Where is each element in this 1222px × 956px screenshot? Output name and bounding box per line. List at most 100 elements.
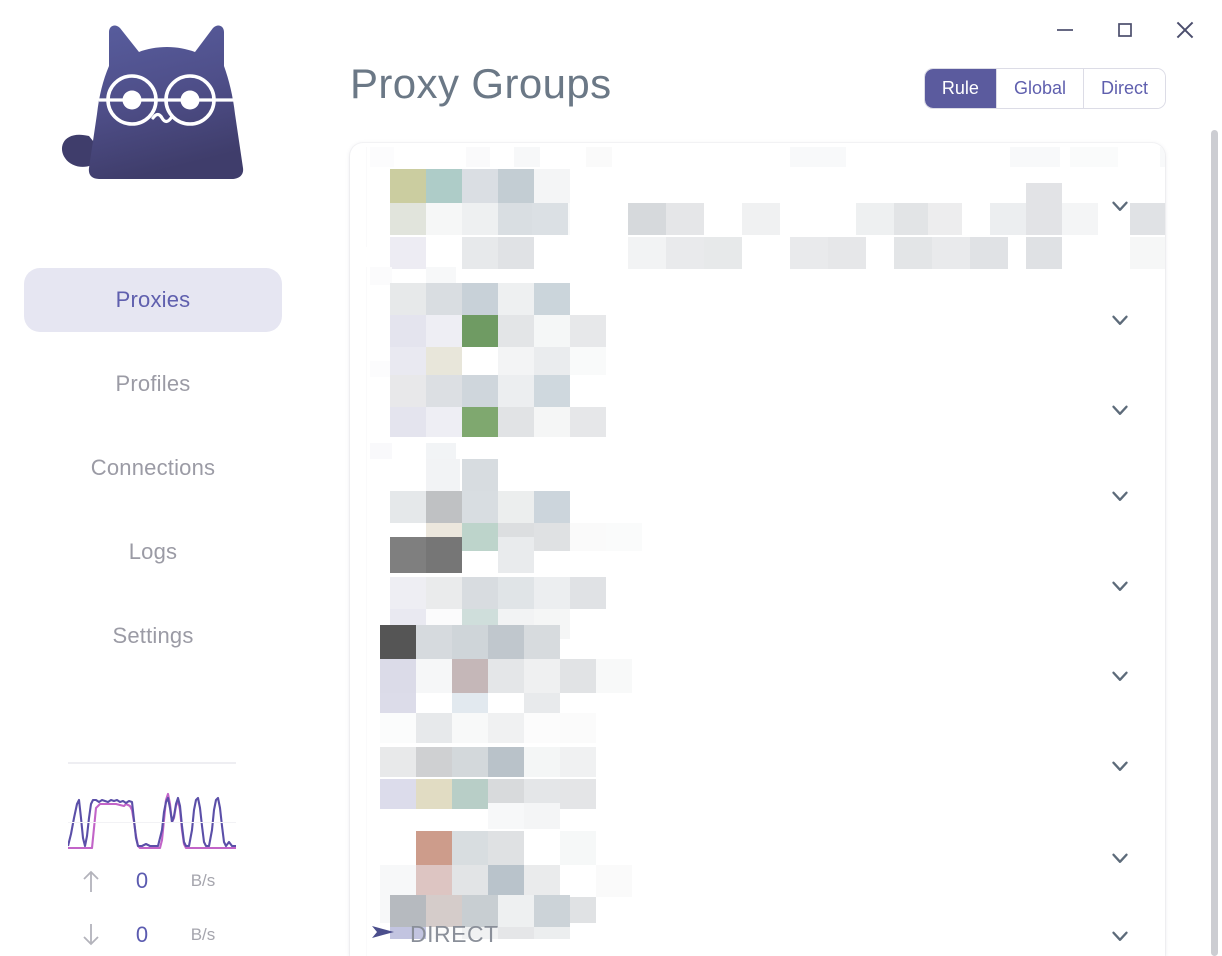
redacted-group-name	[370, 443, 1160, 551]
sidebar-item-settings[interactable]: Settings	[24, 604, 282, 668]
proxy-group-row[interactable]	[350, 267, 1165, 375]
proxy-group-row[interactable]	[350, 621, 1165, 723]
mosaic-block	[524, 747, 560, 777]
mosaic-block	[416, 865, 452, 897]
download-rate-row: 0 B/s	[68, 908, 236, 956]
proxy-group-row[interactable]	[350, 803, 1165, 923]
chevron-down-icon[interactable]	[1107, 923, 1133, 949]
mosaic-block	[570, 577, 606, 609]
chevron-down-icon[interactable]	[1107, 307, 1133, 333]
close-button[interactable]	[1166, 12, 1204, 48]
arrow-up-icon	[68, 868, 114, 894]
proxy-group-row[interactable]	[350, 713, 1165, 809]
mosaic-block	[742, 203, 780, 235]
mosaic-block	[452, 779, 488, 809]
mosaic-block	[514, 147, 540, 167]
sidebar-item-label: Connections	[90, 455, 216, 480]
maximize-button[interactable]	[1106, 12, 1144, 48]
mosaic-block	[462, 927, 498, 939]
mosaic-block	[466, 147, 490, 167]
mosaic-block	[452, 625, 488, 659]
mosaic-block	[370, 267, 392, 285]
mosaic-block	[628, 237, 666, 269]
proxy-group-row[interactable]	[350, 357, 1165, 449]
mode-label: Rule	[941, 78, 979, 98]
direct-proxy-entry[interactable]: DIRECT	[370, 921, 499, 948]
sparkline-gridline	[68, 822, 236, 823]
mosaic-block	[666, 203, 704, 235]
mosaic-block	[380, 779, 416, 809]
mosaic-block	[462, 169, 498, 203]
mosaic-block	[390, 577, 426, 609]
proxy-group-row[interactable]	[350, 443, 1165, 551]
mosaic-block	[828, 237, 866, 269]
mosaic-block	[498, 927, 534, 939]
mosaic-block	[704, 237, 742, 269]
mosaic-block	[426, 315, 462, 347]
mosaic-block	[462, 523, 498, 551]
row-accent-bar	[366, 803, 367, 899]
mosaic-block	[426, 375, 462, 407]
sidebar-item-label: Settings	[112, 623, 194, 648]
sidebar-item-logs[interactable]: Logs	[24, 520, 282, 584]
mode-button-direct[interactable]: Direct	[1082, 69, 1165, 108]
chevron-down-icon[interactable]	[1107, 483, 1133, 509]
mosaic-block	[498, 895, 534, 927]
sparkline-svg	[68, 792, 236, 850]
chevron-down-icon[interactable]	[1107, 193, 1133, 219]
mosaic-block	[426, 407, 462, 437]
redacted-group-name	[370, 357, 1160, 449]
mosaic-block	[1130, 203, 1165, 235]
sidebar-item-profiles[interactable]: Profiles	[24, 352, 282, 416]
scrollbar-track[interactable]	[1208, 0, 1222, 956]
mosaic-block	[390, 375, 426, 407]
mosaic-block	[426, 347, 462, 375]
sidebar-item-label: Proxies	[115, 287, 191, 312]
mosaic-block	[462, 459, 498, 495]
proxy-group-row[interactable]	[350, 147, 1165, 269]
mosaic-block	[416, 713, 452, 743]
sidebar-item-connections[interactable]: Connections	[24, 436, 282, 500]
mosaic-block	[452, 865, 488, 897]
traffic-sparkline-chart	[68, 792, 236, 854]
minimize-button[interactable]	[1046, 12, 1084, 48]
mosaic-block	[856, 203, 894, 235]
row-accent-bar	[366, 621, 367, 717]
close-icon	[1176, 21, 1194, 39]
mode-label: Direct	[1100, 78, 1148, 98]
proxy-group-row[interactable]	[350, 895, 1165, 956]
proxy-group-row[interactable]	[350, 533, 1165, 639]
mosaic-block	[390, 491, 426, 523]
arrow-down-icon	[68, 922, 114, 948]
upload-rate-value: 0	[135, 868, 149, 893]
mosaic-block	[570, 315, 606, 347]
sidebar-item-proxies[interactable]: Proxies	[24, 268, 282, 332]
mosaic-block	[560, 659, 596, 693]
app-logo	[0, 18, 306, 233]
mode-button-rule[interactable]: Rule	[924, 69, 996, 108]
mode-button-global[interactable]: Global	[995, 69, 1083, 108]
chevron-down-icon[interactable]	[1107, 753, 1133, 779]
mosaic-block	[462, 895, 498, 927]
chevron-down-icon[interactable]	[1107, 845, 1133, 871]
mosaic-block	[488, 659, 524, 693]
mosaic-block	[894, 237, 932, 269]
mosaic-block	[570, 523, 606, 551]
window-controls	[1046, 12, 1204, 48]
mosaic-block	[426, 895, 462, 927]
mosaic-block	[390, 895, 426, 927]
chevron-down-icon[interactable]	[1107, 663, 1133, 689]
chevron-down-icon[interactable]	[1107, 573, 1133, 599]
mosaic-block	[534, 347, 570, 375]
scrollbar-thumb[interactable]	[1211, 130, 1218, 956]
mosaic-block	[498, 169, 534, 203]
mosaic-block	[534, 577, 570, 609]
mosaic-block	[894, 203, 928, 235]
mosaic-block	[990, 203, 1026, 235]
mosaic-block	[390, 283, 426, 315]
mosaic-block	[416, 659, 452, 693]
row-accent-bar	[366, 147, 367, 247]
mosaic-block	[370, 361, 390, 377]
chevron-down-icon[interactable]	[1107, 397, 1133, 423]
mosaic-block	[462, 577, 498, 609]
